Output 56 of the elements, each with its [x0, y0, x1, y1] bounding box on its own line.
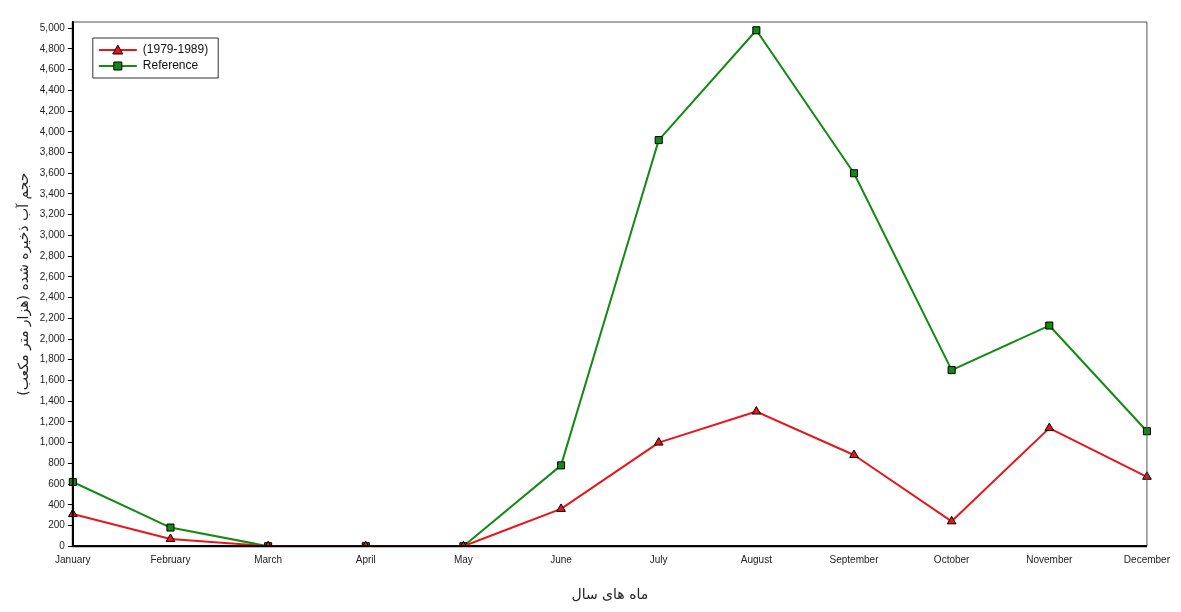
y-tick-label: 800	[48, 457, 66, 469]
x-tick-label: October	[933, 553, 971, 565]
point	[654, 136, 663, 145]
point	[557, 461, 566, 470]
legend-label: (1979-1989)	[142, 42, 209, 57]
x-tick-label: January	[55, 553, 91, 565]
point	[556, 503, 566, 512]
x-tick-label: April	[355, 553, 376, 565]
y-tick-label: 5,000	[39, 21, 66, 33]
x-tick-label: February	[150, 553, 191, 565]
y-tick-label: 3,400	[39, 187, 66, 199]
y-tick-label: 3,200	[39, 208, 66, 220]
x-tick-label: May	[453, 553, 473, 565]
y-tick-label: 4,000	[39, 125, 66, 137]
y-tick-label: 1,400	[39, 394, 66, 406]
y-tick-label: 4,400	[39, 84, 66, 96]
point	[849, 449, 859, 459]
x-tick-label: July	[649, 553, 668, 565]
y-tick-label: 4,200	[39, 104, 66, 116]
y-tick-label: 200	[48, 519, 66, 531]
y-tick-label: 1,600	[39, 374, 66, 386]
y-tick-label: 3,000	[39, 229, 66, 241]
y-tick-label: 2,400	[39, 291, 66, 303]
y-tick-label: 600	[48, 477, 66, 489]
point	[752, 26, 761, 35]
x-tick-label: December	[1123, 553, 1171, 565]
y-tick-label: 3,600	[39, 167, 66, 178]
x-tick-label: November	[1026, 553, 1074, 565]
x-tick-label: August	[740, 553, 773, 565]
y-tick-label: 1,800	[39, 353, 66, 365]
y-tick-label: 2,600	[39, 270, 66, 282]
x-tick-label: September	[829, 553, 880, 565]
y-tick-label: 2,800	[39, 249, 66, 261]
point	[653, 437, 664, 446]
y-tick-label: 2,000	[39, 332, 66, 344]
point	[1044, 422, 1055, 432]
y-axis-title: حجم آب ذخیره شده (هزار متر مکعب)	[15, 172, 33, 396]
x-tick-label: June	[550, 553, 573, 565]
point	[849, 169, 859, 178]
point	[165, 533, 176, 542]
x-tick-label: March	[254, 553, 283, 565]
x-axis-title: ماه های سال	[571, 586, 649, 603]
point	[947, 366, 956, 375]
y-tick-label: 0	[59, 539, 66, 551]
legend-label: Reference	[142, 58, 199, 73]
point	[1045, 321, 1054, 330]
point	[751, 406, 762, 415]
y-tick-label: 2,200	[39, 312, 66, 324]
y-tick-label: 4,600	[39, 63, 66, 75]
y-tick-label: 1,000	[39, 436, 66, 448]
y-tick-label: 3,800	[39, 146, 66, 158]
y-tick-label: 4,800	[39, 42, 66, 54]
y-tick-label: 400	[48, 498, 66, 510]
y-tick-label: 1,200	[39, 415, 66, 427]
point	[946, 515, 957, 525]
point	[166, 523, 175, 532]
